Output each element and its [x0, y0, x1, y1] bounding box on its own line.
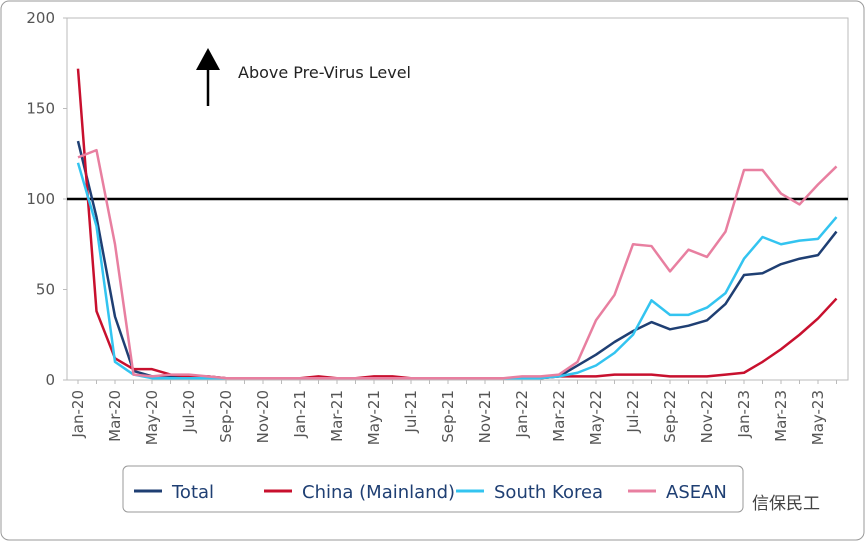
x-tick-label: May-22 — [587, 390, 605, 445]
y-tick-label: 100 — [26, 190, 55, 208]
x-tick-label: Jan-21 — [291, 390, 309, 439]
x-tick-label: Mar-23 — [772, 390, 790, 442]
x-tick-label: Jan-20 — [69, 390, 87, 439]
annotation: Above Pre-Virus Level — [238, 63, 411, 82]
y-tick-label: 50 — [36, 281, 55, 299]
x-tick-label: Mar-20 — [106, 390, 124, 442]
legend-label: China (Mainland) — [302, 482, 455, 503]
x-tick-label: May-20 — [143, 390, 161, 445]
x-tick-label: Jan-22 — [513, 390, 531, 439]
series-line — [77, 148, 838, 380]
arrow-head — [196, 48, 220, 70]
x-tick-label: May-23 — [809, 390, 827, 445]
x-tick-label: Sep-20 — [217, 390, 235, 443]
x-tick-label: Mar-21 — [328, 390, 346, 442]
x-tick-label: May-21 — [365, 390, 383, 445]
legend-label: South Korea — [494, 482, 603, 503]
x-tick-label: Jul-22 — [624, 390, 642, 434]
x-tick-label: Jul-21 — [402, 390, 420, 434]
x-tick-label: Jul-20 — [180, 390, 198, 434]
x-tick-label: Nov-21 — [476, 390, 494, 443]
x-tick-label: Nov-22 — [698, 390, 716, 443]
x-tick-label: Jan-23 — [735, 390, 753, 439]
x-tick-label: Nov-20 — [254, 390, 272, 443]
y-tick-label: 0 — [45, 371, 55, 389]
legend-label: Total — [171, 482, 214, 503]
x-tick-label: Mar-22 — [550, 390, 568, 442]
x-tick-label: Sep-22 — [661, 390, 679, 443]
y-tick-label: 200 — [26, 9, 55, 27]
watermark: 信保民工 — [752, 494, 820, 514]
x-tick-label: Sep-21 — [439, 390, 457, 443]
legend-label: ASEAN — [666, 482, 727, 503]
y-tick-label: 150 — [26, 100, 55, 118]
legend-box — [122, 465, 744, 513]
